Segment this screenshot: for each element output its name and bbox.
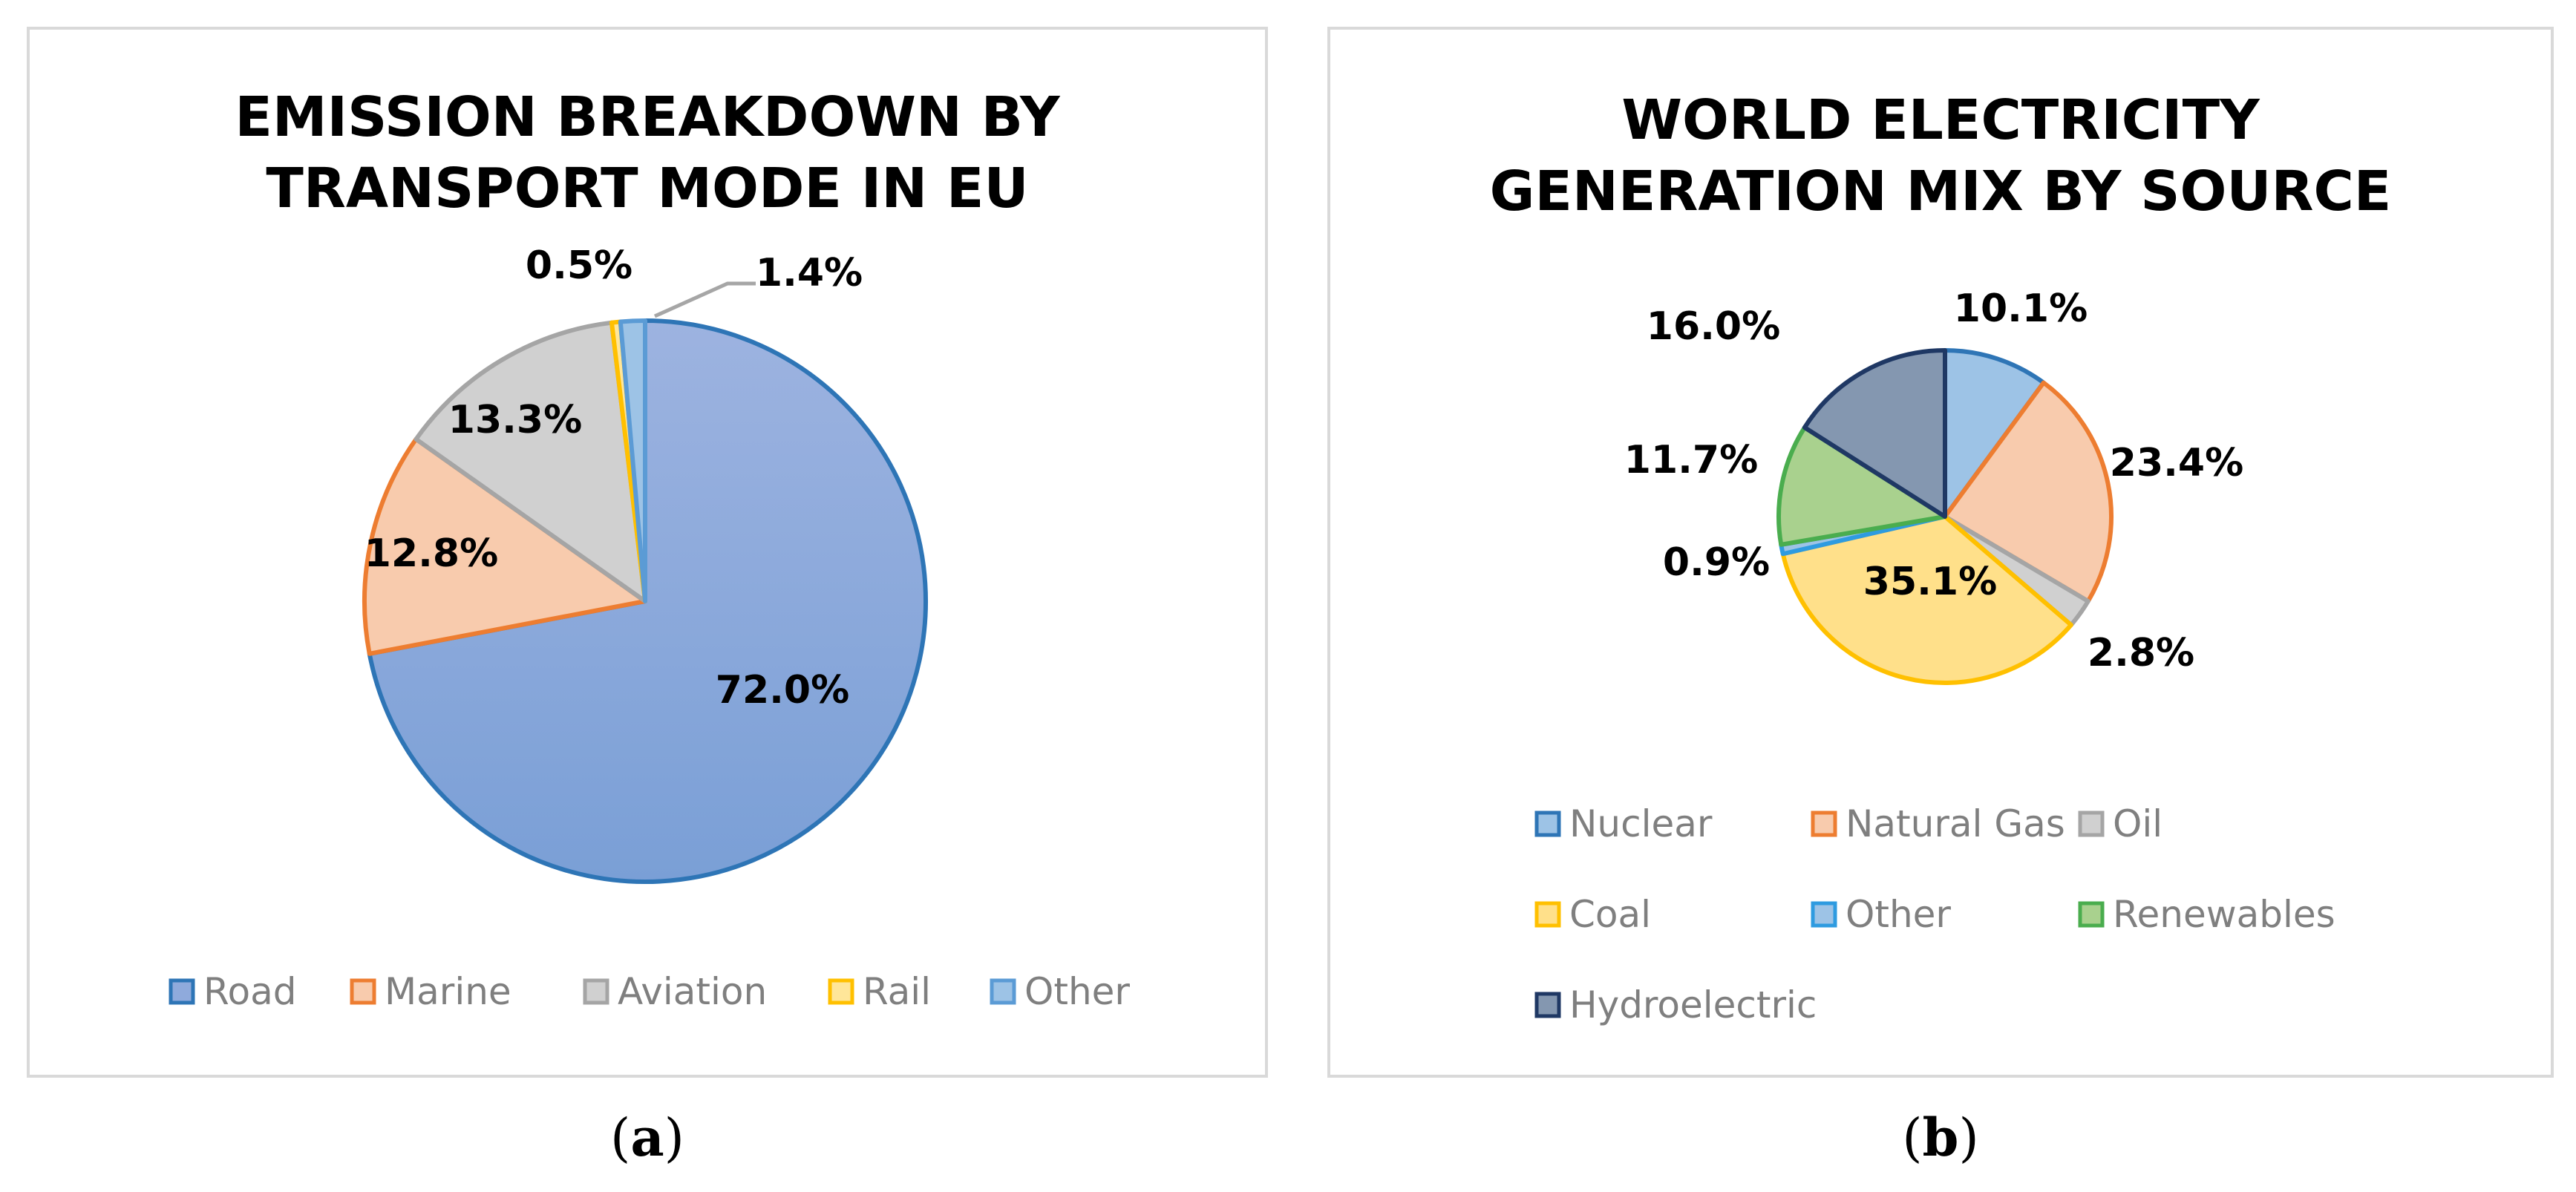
leader-line-a [653, 281, 756, 318]
chart-title-b: WORLD ELECTRICITY GENERATION MIX BY SOUR… [1489, 88, 2392, 223]
legend-swatch-b-other [1811, 901, 1837, 928]
legend-item-b-renewables: Renewables [2078, 893, 2335, 936]
chart-panel-a: EMISSION BREAKDOWN BY TRANSPORT MODE IN … [27, 27, 1268, 1078]
legend-label-b-nuclear: Nuclear [1569, 802, 1713, 845]
legend-item-b-coal: Coal [1534, 893, 1651, 936]
legend-label-a-marine: Marine [385, 970, 511, 1013]
legend-item-b-hydroelectric: Hydroelectric [1534, 983, 1817, 1026]
data-label-a-road: 72.0% [716, 668, 849, 713]
legend-swatch-b-natural-gas [1811, 811, 1837, 837]
pie-slice-a-road [367, 318, 928, 884]
data-label-a-aviation: 13.3% [448, 398, 582, 442]
pie-chart-a: 72.0% 12.8% 13.3% 0.5% 1.4% Road Marine Aviatio… [169, 243, 1130, 1013]
legend-label-a-aviation: Aviation [618, 970, 767, 1013]
legend-item-a-other: Other [990, 970, 1130, 1013]
legend-label-a-other: Other [1024, 970, 1130, 1013]
data-label-a-other: 1.4% [756, 251, 863, 295]
legend-swatch-a-other [990, 978, 1016, 1005]
legend-label-b-coal: Coal [1569, 893, 1651, 936]
data-label-b-natural-gas: 23.4% [2110, 441, 2243, 485]
data-label-a-rail: 0.5% [526, 243, 632, 288]
legend-label-a-road: Road [203, 970, 296, 1013]
legend-item-b-nuclear: Nuclear [1534, 802, 1713, 845]
legend-swatch-b-oil [2078, 811, 2105, 837]
caption-b: (b) [1902, 1107, 1979, 1168]
pie-chart-b: 10.1% 23.4% 2.8% 35.1% 0.9% 11.7% 16.0% Nuclear… [1534, 286, 2335, 1026]
legend-label-b-hydroelectric: Hydroelectric [1569, 983, 1817, 1026]
legend-label-b-renewables: Renewables [2113, 893, 2335, 936]
legend-swatch-b-nuclear [1534, 811, 1561, 837]
legend-swatch-b-coal [1534, 901, 1561, 928]
pie-slice-a-aviation [413, 320, 647, 603]
legend-item-b-natural-gas: Natural Gas [1811, 802, 2065, 845]
data-label-b-hydroelectric: 16.0% [1647, 304, 1780, 349]
legend-swatch-a-aviation [583, 978, 609, 1005]
chart-panel-b: WORLD ELECTRICITY GENERATION MIX BY SOUR… [1327, 27, 2554, 1078]
chart-title-a: EMISSION BREAKDOWN BY TRANSPORT MODE IN … [235, 85, 1060, 220]
legend-item-b-other: Other [1811, 893, 1951, 936]
pie-slice-b-hydroelectric [1802, 348, 1947, 519]
legend-item-a-rail: Rail [828, 970, 931, 1013]
data-label-b-coal: 35.1% [1863, 560, 1997, 604]
data-label-b-renewables: 11.7% [1624, 438, 1758, 482]
legend-label-b-oil: Oil [2113, 802, 2163, 845]
legend-label-b-other: Other [1846, 893, 1951, 936]
pie-slice-b-renewables [1776, 425, 1947, 547]
pie-slice-a-other [618, 318, 647, 603]
data-label-b-other: 0.9% [1663, 540, 1770, 585]
legend-swatch-a-rail [828, 978, 854, 1005]
legend-swatch-b-hydroelectric [1534, 992, 1561, 1018]
data-label-b-nuclear: 10.1% [1954, 286, 2088, 331]
caption-a: (a) [610, 1107, 684, 1168]
legend-item-a-marine: Marine [350, 970, 511, 1013]
legend-item-b-oil: Oil [2078, 802, 2163, 845]
legend-item-a-aviation: Aviation [583, 970, 767, 1013]
legend-swatch-a-road [169, 978, 195, 1005]
pie-slice-a-marine [362, 436, 647, 656]
legend-swatch-b-renewables [2078, 901, 2105, 928]
pie-slice-b-coal [1780, 514, 2073, 685]
legend-swatch-a-marine [350, 978, 376, 1005]
data-label-a-marine: 12.8% [365, 531, 498, 576]
data-label-b-oil: 2.8% [2088, 631, 2194, 675]
legend-label-b-natural-gas: Natural Gas [1846, 802, 2065, 845]
pie-slice-b-natural-gas [1943, 380, 2114, 604]
pie-slice-b-nuclear [1943, 348, 2046, 519]
legend-label-a-rail: Rail [863, 970, 931, 1013]
legend-item-a-road: Road [169, 970, 296, 1013]
